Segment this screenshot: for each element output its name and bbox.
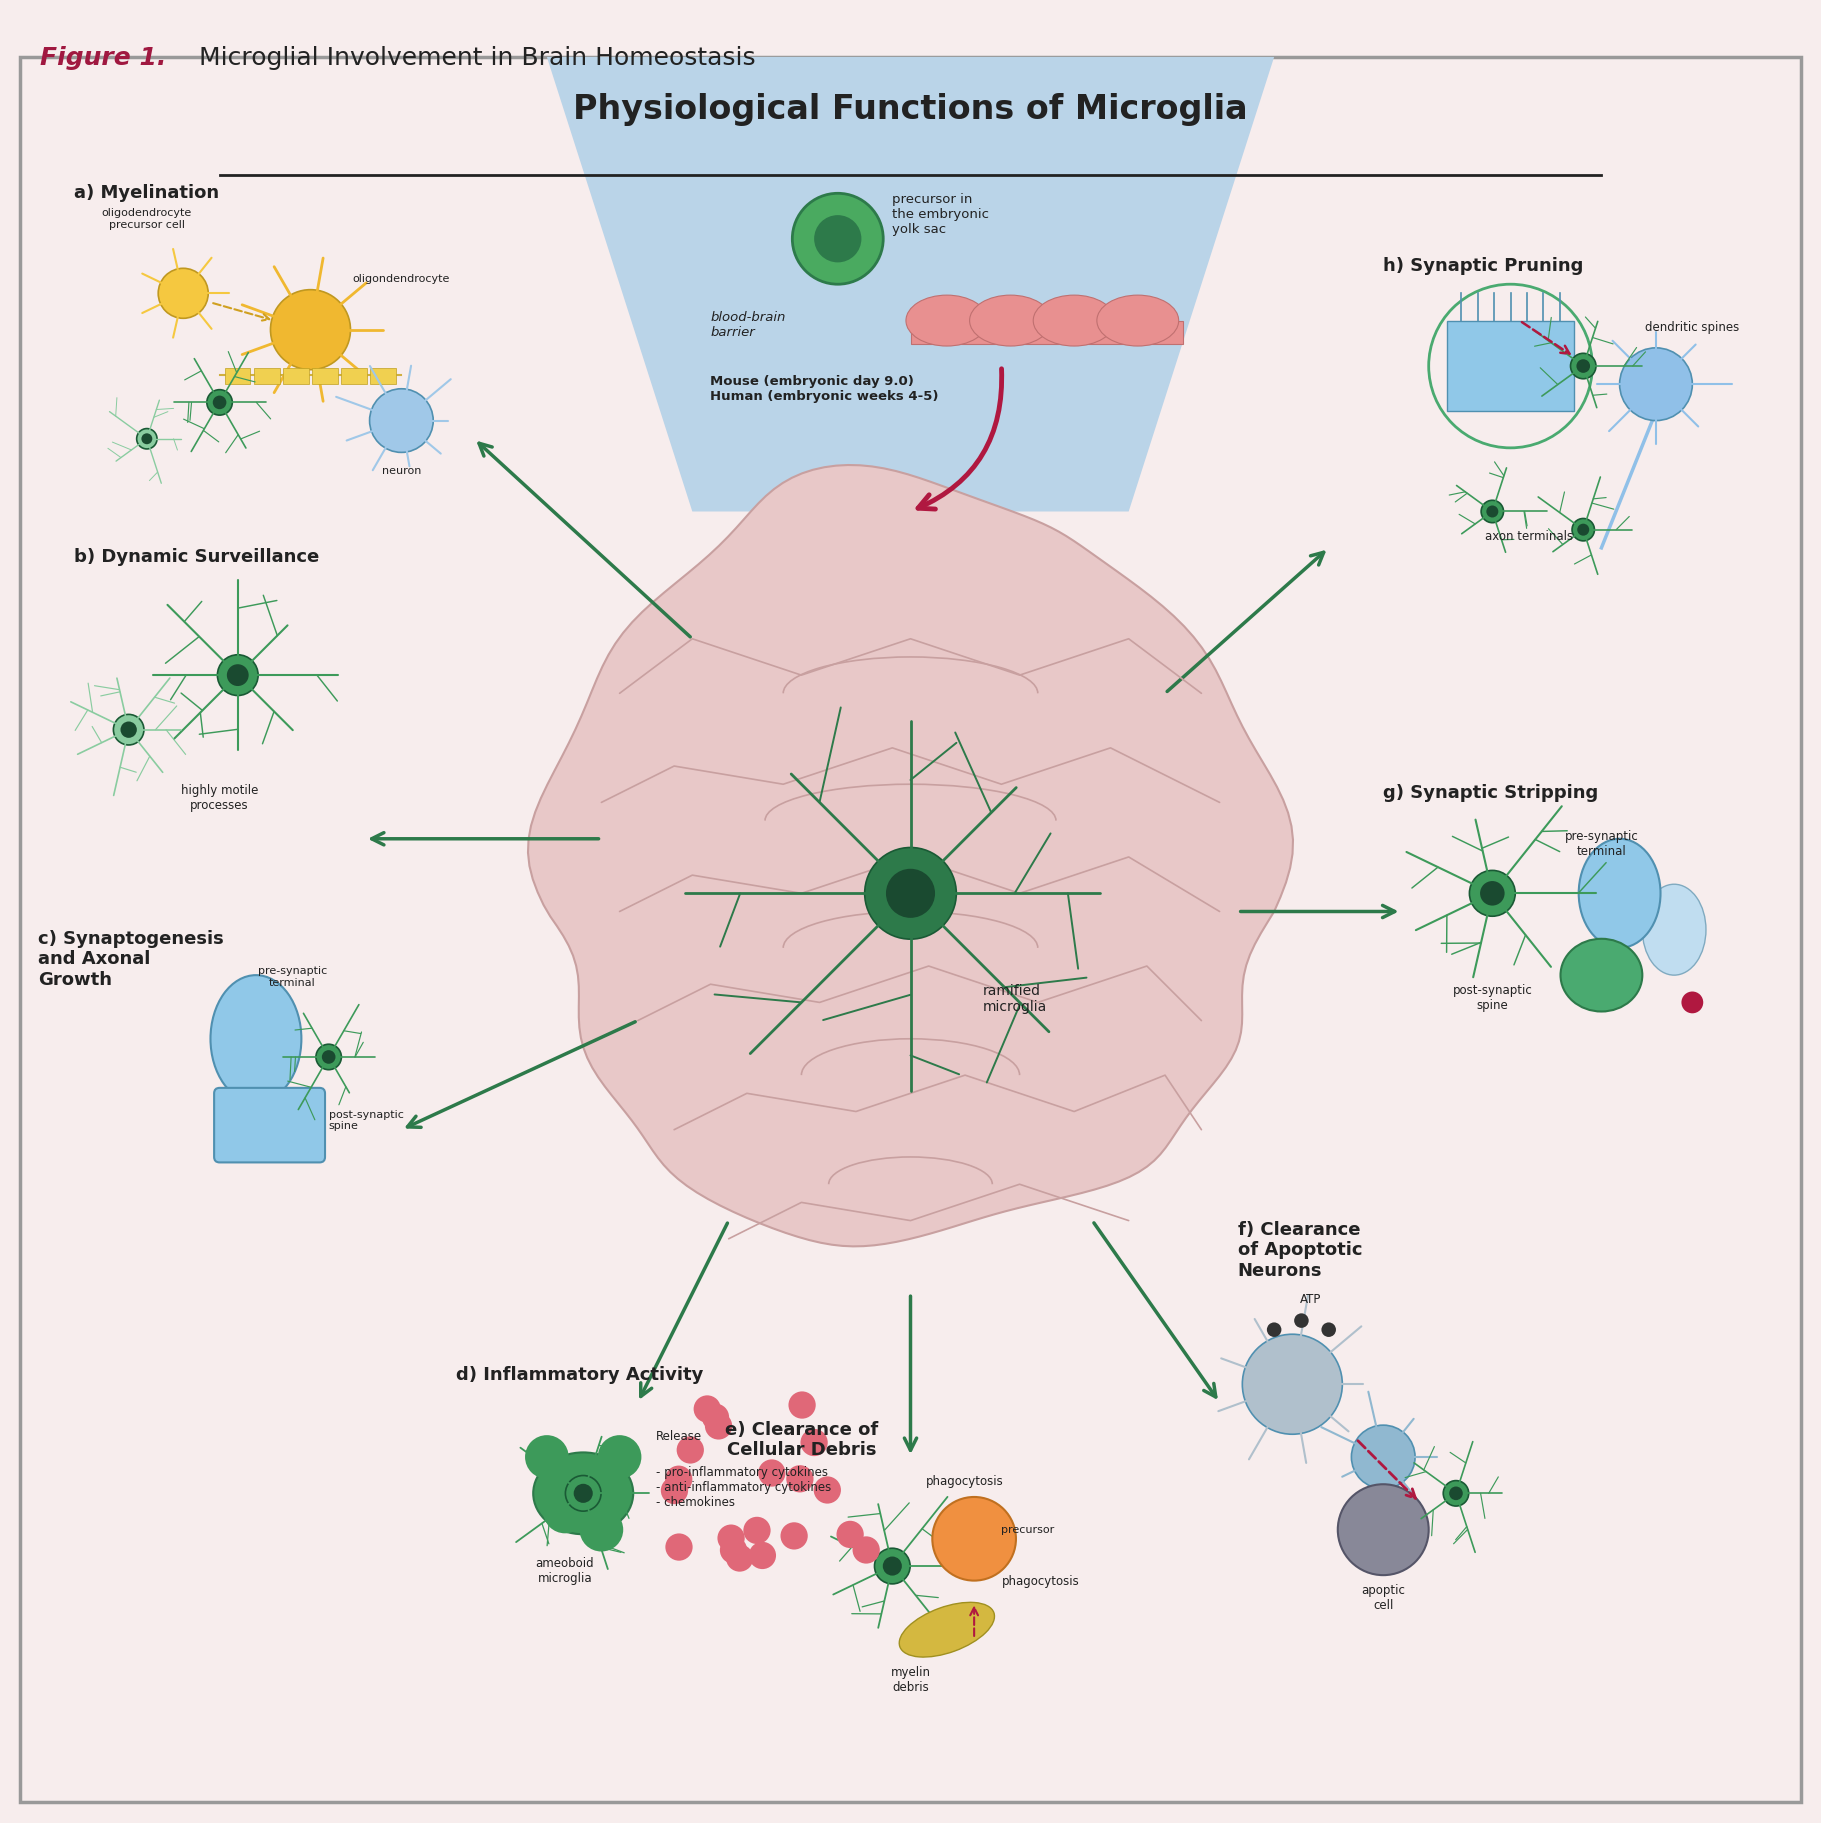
Ellipse shape [1643,884,1706,975]
Circle shape [1338,1484,1429,1575]
Circle shape [322,1050,335,1065]
Text: neuron: neuron [382,467,421,476]
Circle shape [1351,1426,1415,1489]
Circle shape [1570,354,1595,379]
Polygon shape [546,57,1275,512]
Circle shape [883,1557,901,1575]
Circle shape [213,396,226,408]
Circle shape [315,1045,341,1070]
Circle shape [787,1466,814,1493]
Circle shape [788,1391,816,1418]
Circle shape [1480,881,1504,906]
Circle shape [1242,1334,1342,1435]
Text: oligondendrocyte: oligondendrocyte [353,273,450,284]
Ellipse shape [900,1602,994,1657]
Circle shape [665,1533,692,1560]
Circle shape [208,390,233,416]
Bar [313,368,337,385]
Text: phagocytosis: phagocytosis [1002,1575,1080,1588]
Text: h) Synaptic Pruning: h) Synaptic Pruning [1384,257,1584,275]
Text: myelin
debris: myelin debris [890,1666,931,1694]
Circle shape [113,715,144,746]
Bar [255,368,280,385]
Text: ATP: ATP [1300,1293,1322,1307]
Text: post-synaptic
spine: post-synaptic spine [1453,984,1531,1012]
Circle shape [677,1437,705,1464]
Ellipse shape [534,1453,634,1535]
Circle shape [1267,1322,1282,1336]
Text: b) Dynamic Surveillance: b) Dynamic Surveillance [75,549,319,565]
Text: ramified
microglia: ramified microglia [983,984,1047,1014]
Text: pre-synaptic
terminal: pre-synaptic terminal [259,966,328,988]
Circle shape [748,1542,776,1570]
Text: highly motile
processes: highly motile processes [180,784,259,813]
Text: g) Synaptic Stripping: g) Synaptic Stripping [1384,784,1599,802]
Text: Physiological Functions of Microglia: Physiological Functions of Microglia [574,93,1247,126]
Circle shape [1480,500,1504,523]
Circle shape [579,1508,623,1551]
Circle shape [1577,359,1590,374]
Circle shape [137,428,157,448]
Circle shape [1486,505,1499,518]
Text: precursor: precursor [1002,1524,1054,1535]
Circle shape [701,1404,728,1431]
Circle shape [574,1484,594,1502]
Ellipse shape [1579,839,1661,948]
Text: c) Synaptogenesis
and Axonal
Growth: c) Synaptogenesis and Axonal Growth [38,930,224,990]
Ellipse shape [1561,939,1643,1012]
Circle shape [158,268,208,319]
Text: d) Inflammatory Activity: d) Inflammatory Activity [455,1365,703,1384]
Circle shape [524,1435,568,1478]
Circle shape [719,1537,747,1564]
Ellipse shape [1033,295,1114,346]
FancyBboxPatch shape [20,57,1801,1803]
Ellipse shape [211,975,302,1103]
Text: post-synaptic
spine: post-synaptic spine [328,1110,404,1132]
Circle shape [1444,1480,1470,1506]
Circle shape [1681,992,1703,1014]
Text: Mouse (embryonic day 9.0)
Human (embryonic weeks 4-5): Mouse (embryonic day 9.0) Human (embryon… [710,376,940,403]
Bar [284,368,310,385]
Circle shape [865,848,956,939]
Text: a) Myelination: a) Myelination [75,184,219,202]
Circle shape [120,722,137,738]
Ellipse shape [1096,295,1178,346]
Text: f) Clearance
of Apoptotic
Neurons: f) Clearance of Apoptotic Neurons [1238,1221,1362,1280]
Circle shape [743,1517,770,1544]
Text: dendritic spines: dendritic spines [1644,321,1739,334]
Circle shape [543,1489,586,1533]
Ellipse shape [969,295,1051,346]
Circle shape [565,1475,601,1511]
Circle shape [597,1435,641,1478]
Text: ameoboid
microglia: ameoboid microglia [535,1557,594,1584]
Text: phagocytosis: phagocytosis [927,1475,1003,1488]
FancyBboxPatch shape [215,1088,324,1163]
Text: apoptic
cell: apoptic cell [1362,1584,1406,1612]
Circle shape [852,1537,880,1564]
Circle shape [801,1429,829,1457]
Circle shape [758,1460,785,1486]
Circle shape [1470,870,1515,917]
Circle shape [271,290,350,370]
Circle shape [694,1395,721,1422]
Circle shape [661,1477,688,1504]
Text: pre-synaptic
terminal: pre-synaptic terminal [1564,829,1639,857]
Bar [341,368,366,385]
Circle shape [836,1520,863,1548]
Ellipse shape [907,295,987,346]
Text: Figure 1.: Figure 1. [40,46,166,69]
Text: Release: Release [656,1429,703,1442]
Text: oligodendrocyte
precursor cell: oligodendrocyte precursor cell [102,208,191,230]
Circle shape [1577,523,1590,536]
Bar [370,368,395,385]
Circle shape [1295,1313,1309,1327]
Circle shape [142,434,153,445]
Circle shape [874,1548,910,1584]
Circle shape [665,1466,692,1493]
Text: blood-brain
barrier: blood-brain barrier [710,312,787,339]
Circle shape [1322,1322,1337,1336]
Text: precursor in
the embryonic
yolk sac: precursor in the embryonic yolk sac [892,193,989,237]
Polygon shape [528,465,1293,1247]
Bar [1448,321,1573,412]
Circle shape [727,1544,754,1571]
